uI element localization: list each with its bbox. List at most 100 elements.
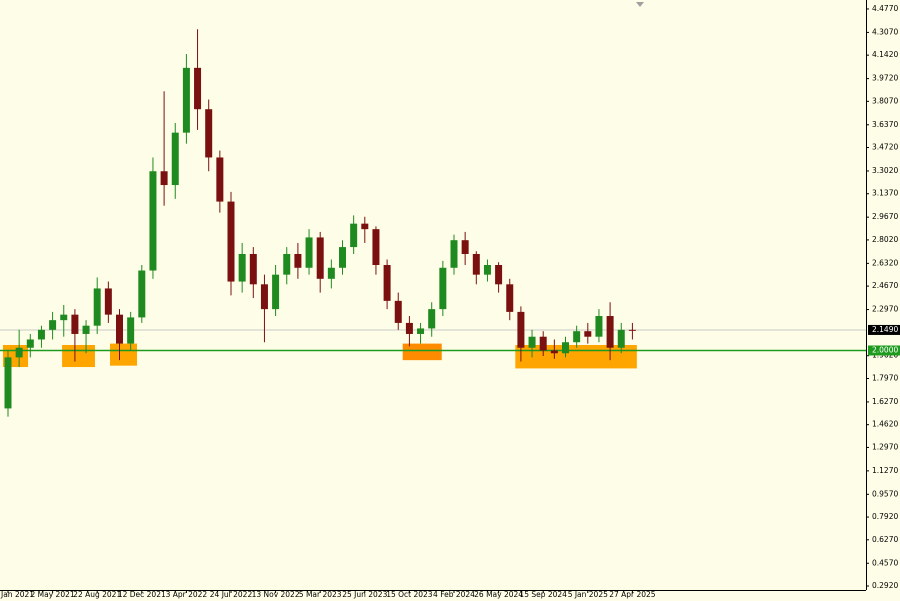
candle-body <box>472 253 480 275</box>
candle-body <box>116 314 123 344</box>
candle-body <box>372 229 380 266</box>
x-tick-label: 15 Oct 2023 <box>386 590 433 599</box>
candle-body <box>104 288 112 315</box>
candle-body <box>450 240 458 268</box>
candle-body <box>205 109 213 158</box>
price-label: 2.1490 <box>872 325 898 334</box>
support-zone <box>62 344 95 368</box>
candle-body <box>82 325 90 334</box>
x-tick-label: 5 Jan 2025 <box>568 590 608 599</box>
candle-body <box>260 284 268 310</box>
y-tick-label: 1.4620 <box>872 420 898 429</box>
candle-body <box>428 309 436 329</box>
candle-body <box>495 265 503 285</box>
support-zone <box>515 344 637 369</box>
y-tick-label: 2.6320 <box>872 258 898 267</box>
candle-body <box>327 267 335 279</box>
y-tick-label: 3.4720 <box>872 143 898 152</box>
x-tick-label: 22 Aug 2021 <box>73 590 121 599</box>
y-tick-label: 4.1420 <box>872 50 898 59</box>
candle-body <box>171 132 179 186</box>
candle-body <box>394 300 402 323</box>
price-label-box <box>868 324 900 335</box>
candle-body <box>483 265 491 275</box>
candle-body <box>617 329 625 348</box>
candle-body <box>249 253 257 285</box>
candle-body <box>584 331 592 337</box>
candle-body <box>283 253 291 275</box>
y-tick-label: 0.2920 <box>872 581 898 590</box>
candle-body <box>138 270 146 318</box>
candle-body <box>361 223 369 230</box>
y-tick-label: 0.7920 <box>872 512 898 521</box>
candle-body <box>628 329 636 331</box>
shift-marker <box>636 2 644 7</box>
x-tick-label: 24 Jul 2022 <box>210 590 253 599</box>
x-tick-label: 27 Apr 2025 <box>609 590 656 599</box>
candle-body <box>182 67 190 133</box>
y-tick-label: 2.9670 <box>872 212 898 221</box>
y-tick-label: 1.1270 <box>872 466 898 475</box>
candle-body <box>26 339 34 348</box>
x-tick-label: 3 Apr 2022 <box>166 590 208 599</box>
y-tick-label: 1.7970 <box>872 373 898 382</box>
x-tick-label: 15 Sep 2024 <box>519 590 567 599</box>
y-tick-label: 2.8020 <box>872 235 898 244</box>
y-tick-label: 1.2970 <box>872 442 898 451</box>
y-tick-label: 2.2970 <box>872 305 898 314</box>
candle-body <box>506 284 514 312</box>
candle-body <box>49 320 57 330</box>
candle-body <box>573 331 581 343</box>
x-tick-label: 5 Mar 2023 <box>299 590 342 599</box>
y-tick-label: 3.9720 <box>872 74 898 83</box>
candle-body <box>517 311 525 348</box>
candle-body <box>37 329 45 340</box>
x-tick-label: Jan 2021 <box>0 590 34 599</box>
y-tick-label: 4.4770 <box>872 4 898 13</box>
candle-body <box>539 336 547 351</box>
candle-body <box>127 317 135 344</box>
y-tick-label: 3.1370 <box>872 189 898 198</box>
x-tick-label: 25 Jun 2023 <box>342 590 387 599</box>
candle-body <box>160 171 168 186</box>
candle-body <box>550 350 558 354</box>
y-tick-label: 4.3070 <box>872 27 898 36</box>
x-tick-label: 4 Feb 2024 <box>433 590 475 599</box>
candle-body <box>216 157 224 202</box>
y-tick-label: 2.4670 <box>872 281 898 290</box>
candle-body <box>4 357 12 409</box>
candle-body <box>405 322 413 334</box>
candle-body <box>562 342 569 354</box>
y-tick-label: 0.6270 <box>872 535 898 544</box>
y-tick-label: 3.3020 <box>872 166 898 175</box>
x-tick-label: 26 May 2024 <box>474 590 523 599</box>
x-tick-label: 12 Dec 2021 <box>118 590 166 599</box>
candle-body <box>227 201 235 282</box>
support-zone <box>402 343 442 361</box>
candle-body <box>339 247 346 268</box>
candle-body <box>294 253 302 268</box>
candle-body <box>15 347 23 358</box>
candle-body <box>71 314 79 334</box>
candle-body <box>238 253 246 282</box>
price-label-box <box>868 345 900 356</box>
price-label: 2.0000 <box>872 345 898 354</box>
candle-body <box>350 223 358 248</box>
support-zone <box>110 343 138 366</box>
candle-body <box>606 316 614 348</box>
candle-body <box>528 336 536 348</box>
y-tick-label: 3.6370 <box>872 120 898 129</box>
candle-body <box>417 328 425 334</box>
candle-body <box>272 274 280 310</box>
candle-body <box>461 240 469 254</box>
candle-body <box>383 265 391 301</box>
candle-body <box>439 267 447 310</box>
candle-body <box>93 288 101 326</box>
y-tick-label: 0.4570 <box>872 558 898 567</box>
y-tick-label: 3.8070 <box>872 96 898 105</box>
candle-body <box>194 67 202 110</box>
candle-body <box>60 314 68 321</box>
candle-body <box>305 237 313 268</box>
